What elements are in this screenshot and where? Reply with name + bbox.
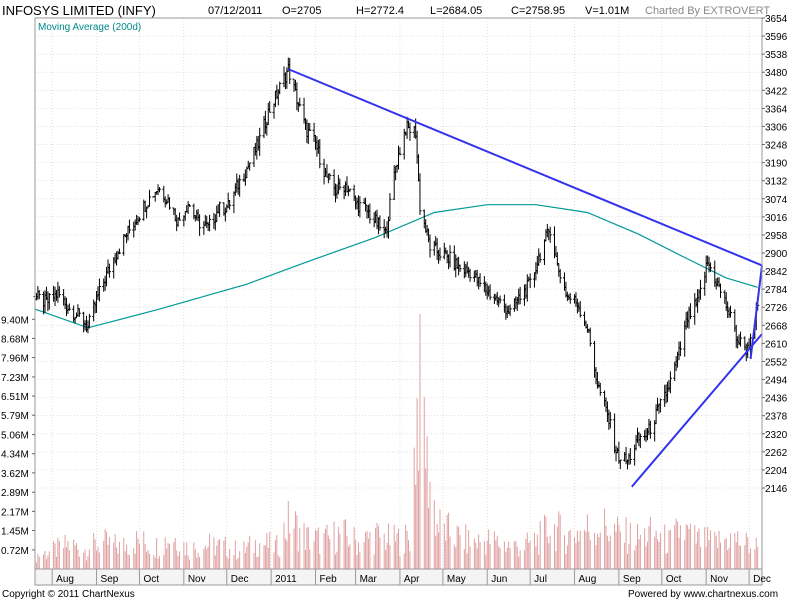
indicator-label: Moving Average (200d) [38,22,141,33]
price-tick-label: 2204 [765,466,788,477]
copyright-text: Copyright © 2011 ChartNexus [2,589,135,600]
time-tick-label: Mar [360,574,378,585]
price-tick-label: 2552 [765,357,788,368]
price-tick-label: 3364 [765,104,788,115]
moving-average-line [34,204,758,329]
volume-tick-label: 2.89M [1,488,29,499]
header-low: L=2684.05 [430,5,482,17]
header-close: C=2758.95 [511,5,565,17]
time-tick-label: Sep [623,574,641,585]
time-tick-label: Apr [404,574,420,585]
volume-tick-label: 2.17M [1,507,29,518]
time-tick-label: Jun [491,574,507,585]
price-tick-label: 2668 [765,321,788,332]
price-tick-label: 3596 [765,32,788,43]
time-tick-label: 2011 [275,574,297,585]
volume-tick-label: 5.79M [1,411,29,422]
volume-tick-label: 5.06M [1,431,29,442]
time-tick-label: Aug [579,574,597,585]
time-tick-label: Sep [101,574,119,585]
price-tick-label: 3480 [765,68,788,79]
price-tick-label: 2146 [765,484,788,495]
header-volume: V=1.01M [585,5,629,17]
price-tick-label: 2494 [765,376,788,387]
volume-axis: 9.40M 8.68M 7.96M 7.23M 6.51M 5.79M 5.06M 4.34M… [1,315,35,557]
time-tick-label: Dec [753,574,771,585]
chart-title: INFOSYS LIMITED (INFY) [2,3,156,18]
time-tick-label: Jul [534,574,547,585]
volume-tick-label: 3.62M [1,469,29,480]
trendline [631,333,763,488]
price-tick-label: 2842 [765,267,788,278]
trendline [749,265,763,360]
volume-tick-label: 7.23M [1,373,29,384]
price-tick-label: 2610 [765,339,788,350]
volume-bars [34,314,759,569]
trendline-layer [287,68,763,488]
price-tick-label: 2900 [765,249,788,260]
price-tick-label: 3074 [765,195,788,206]
volume-tick-label: 7.96M [1,354,29,365]
volume-tick-label: 0.72M [1,546,29,557]
grid-layer [35,17,762,569]
price-tick-label: 3016 [765,213,788,224]
price-tick-label: 2958 [765,231,788,242]
volume-tick-label: 6.51M [1,392,29,403]
volume-tick-label: 4.34M [1,450,29,461]
time-tick-label: Dec [231,574,249,585]
time-tick-label: Nov [710,574,728,585]
time-tick-label: Aug [56,574,74,585]
trendline [287,68,763,267]
price-axis: 3654 3596 3538 3480 3422 3364 3306 3248 3190 3132… [762,14,788,495]
price-tick-label: 3190 [765,159,788,170]
time-tick-label: Oct [666,574,682,585]
price-tick-label: 3538 [765,50,788,61]
header-date: 07/12/2011 [208,5,262,17]
charted-by-label: Charted By EXTROVERT [645,5,770,17]
volume-tick-label: 8.68M [1,334,29,345]
powered-by-text: Powered by www.chartnexus.com [628,589,778,600]
header-open: O=2705 [282,5,321,17]
price-tick-label: 2436 [765,394,788,405]
price-tick-label: 3654 [765,14,788,25]
volume-tick-label: 9.40M [1,315,29,326]
time-axis: Aug Sep Oct Nov Dec 2011 Feb Mar Apr May Jun Jul Aug… [34,568,771,586]
time-tick-label: Nov [188,574,206,585]
header-high: H=2772.4 [356,5,404,17]
price-tick-label: 2320 [765,430,788,441]
time-axis-band [34,568,763,586]
price-tick-label: 2726 [765,303,788,314]
time-tick-label: May [447,574,466,585]
price-tick-label: 3306 [765,122,788,133]
price-tick-label: 2784 [765,285,788,296]
price-tick-label: 3132 [765,177,788,188]
time-tick-label: Oct [143,574,159,585]
price-tick-label: 3248 [765,141,788,152]
price-tick-label: 2378 [765,412,788,423]
price-tick-label: 2262 [765,448,788,459]
moving-average-layer [34,204,758,329]
time-tick-label: Feb [319,574,337,585]
price-tick-label: 3422 [765,86,788,97]
volume-tick-label: 1.45M [1,526,29,537]
